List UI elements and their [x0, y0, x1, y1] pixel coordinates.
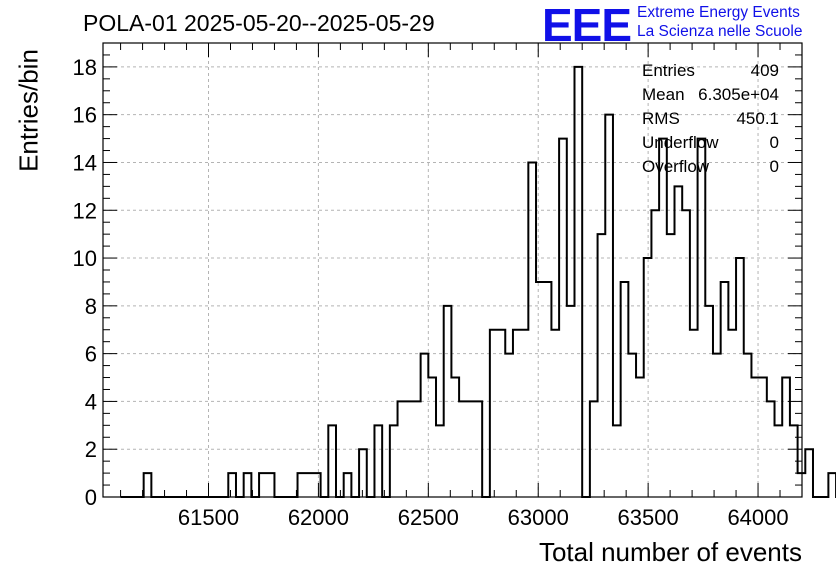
histogram-bin: [698, 139, 706, 497]
logo-line-1: Extreme Energy Events: [637, 4, 800, 21]
histogram-bin: [344, 473, 352, 497]
stat-row-underflow: Underflow 0: [641, 133, 779, 157]
histogram-bin: [613, 425, 621, 497]
stat-value: 0: [769, 157, 779, 176]
y-tick-label: 6: [85, 342, 97, 367]
histogram-bin: [667, 234, 675, 497]
histogram-bin: [305, 473, 313, 497]
histogram-bin: [574, 67, 582, 497]
histogram-bin: [751, 378, 759, 497]
histogram-bin: [675, 186, 683, 497]
histogram-bin: [521, 330, 529, 497]
histogram-bin: [636, 378, 644, 497]
y-tick-label: 10: [73, 246, 97, 271]
histogram-bin: [621, 282, 629, 497]
histogram-bin: [736, 258, 744, 497]
histogram-bin: [598, 234, 606, 497]
histogram-bin: [713, 354, 721, 497]
histogram-bin: [690, 330, 698, 497]
stats-box: Entries 409 Mean 6.305e+04 RMS 450.1 Und…: [641, 61, 779, 181]
histogram-bin: [528, 162, 536, 497]
stat-row-mean: Mean 6.305e+04: [641, 85, 779, 109]
stat-row-entries: Entries 409: [641, 61, 779, 85]
histogram-bin: [828, 473, 836, 497]
y-tick-label: 18: [73, 55, 97, 80]
y-tick-label: 12: [73, 198, 97, 223]
histogram-bin: [228, 473, 236, 497]
histogram-bin: [644, 258, 652, 497]
histogram-bin: [628, 354, 636, 497]
stat-label: Overflow: [642, 157, 710, 176]
histogram-bin: [659, 139, 667, 497]
y-tick-label: 2: [85, 437, 97, 462]
x-tick-label: 62000: [288, 505, 349, 530]
stat-value: 6.305e+04: [698, 85, 779, 104]
histogram-series: [120, 65, 836, 498]
histogram-bin: [328, 425, 336, 497]
histogram-bin: [374, 425, 382, 497]
x-axis-label: Total number of events: [538, 537, 802, 567]
histogram-bin: [428, 378, 436, 497]
x-tick-label: 63000: [508, 505, 569, 530]
stat-row-rms: RMS 450.1: [641, 109, 779, 133]
histogram-bin: [513, 330, 521, 497]
histogram-bin: [544, 282, 552, 497]
histogram-outline: [120, 65, 836, 498]
stat-label: Underflow: [642, 133, 719, 152]
chart-title: POLA-01 2025-05-20--2025-05-29: [83, 10, 435, 36]
y-tick-label: 14: [73, 150, 97, 175]
axes: [102, 42, 803, 498]
y-tick-label: 8: [85, 294, 97, 319]
y-tick-label: 0: [85, 485, 97, 510]
histogram-bin: [490, 330, 498, 497]
x-tick-label: 64000: [727, 505, 788, 530]
histogram-bin: [559, 139, 567, 497]
histogram-bin: [536, 282, 544, 497]
histogram-bin: [551, 330, 559, 497]
stat-label: Mean: [642, 85, 685, 104]
histogram-bin: [759, 378, 767, 497]
histogram-bin: [744, 354, 752, 497]
histogram-bin: [259, 473, 267, 497]
histogram-bin: [775, 425, 783, 497]
histogram-bin: [782, 378, 790, 497]
histogram-bin: [451, 378, 459, 497]
x-tick-label: 62500: [398, 505, 459, 530]
stat-label: RMS: [642, 109, 680, 128]
histogram-bin: [805, 449, 813, 497]
histogram-bin: [436, 425, 444, 497]
y-axis-label: Entries/bin: [13, 49, 44, 172]
histogram-bin: [505, 354, 513, 497]
histogram-bin: [267, 473, 275, 497]
x-tick-label: 61500: [178, 505, 239, 530]
stat-row-overflow: Overflow 0: [641, 157, 779, 181]
histogram-bin: [390, 425, 398, 497]
tick-labels: 61500 62000 62500 63000 63500 64000 0 2 4 6 8 10 12 1…: [73, 55, 789, 530]
histogram-bin: [144, 473, 152, 497]
stat-value: 409: [750, 61, 779, 80]
stat-value: 450.1: [736, 109, 779, 128]
histogram-bin: [313, 473, 321, 497]
logo-line-2: La Scienza nelle Scuole: [637, 23, 803, 40]
histogram-bin: [721, 282, 729, 497]
y-tick-label: 16: [73, 103, 97, 128]
logo-mark: EEE: [542, 0, 632, 51]
x-tick-label: 63500: [618, 505, 679, 530]
histogram-bin: [244, 473, 252, 497]
histogram-bin: [421, 354, 429, 497]
stat-value: 0: [769, 133, 779, 152]
histogram-bin: [298, 473, 306, 497]
y-tick-label: 4: [85, 389, 97, 414]
histogram-bin: [359, 449, 367, 497]
stat-label: Entries: [642, 61, 695, 80]
histogram-bin: [728, 330, 736, 497]
histogram-bin: [498, 330, 506, 497]
